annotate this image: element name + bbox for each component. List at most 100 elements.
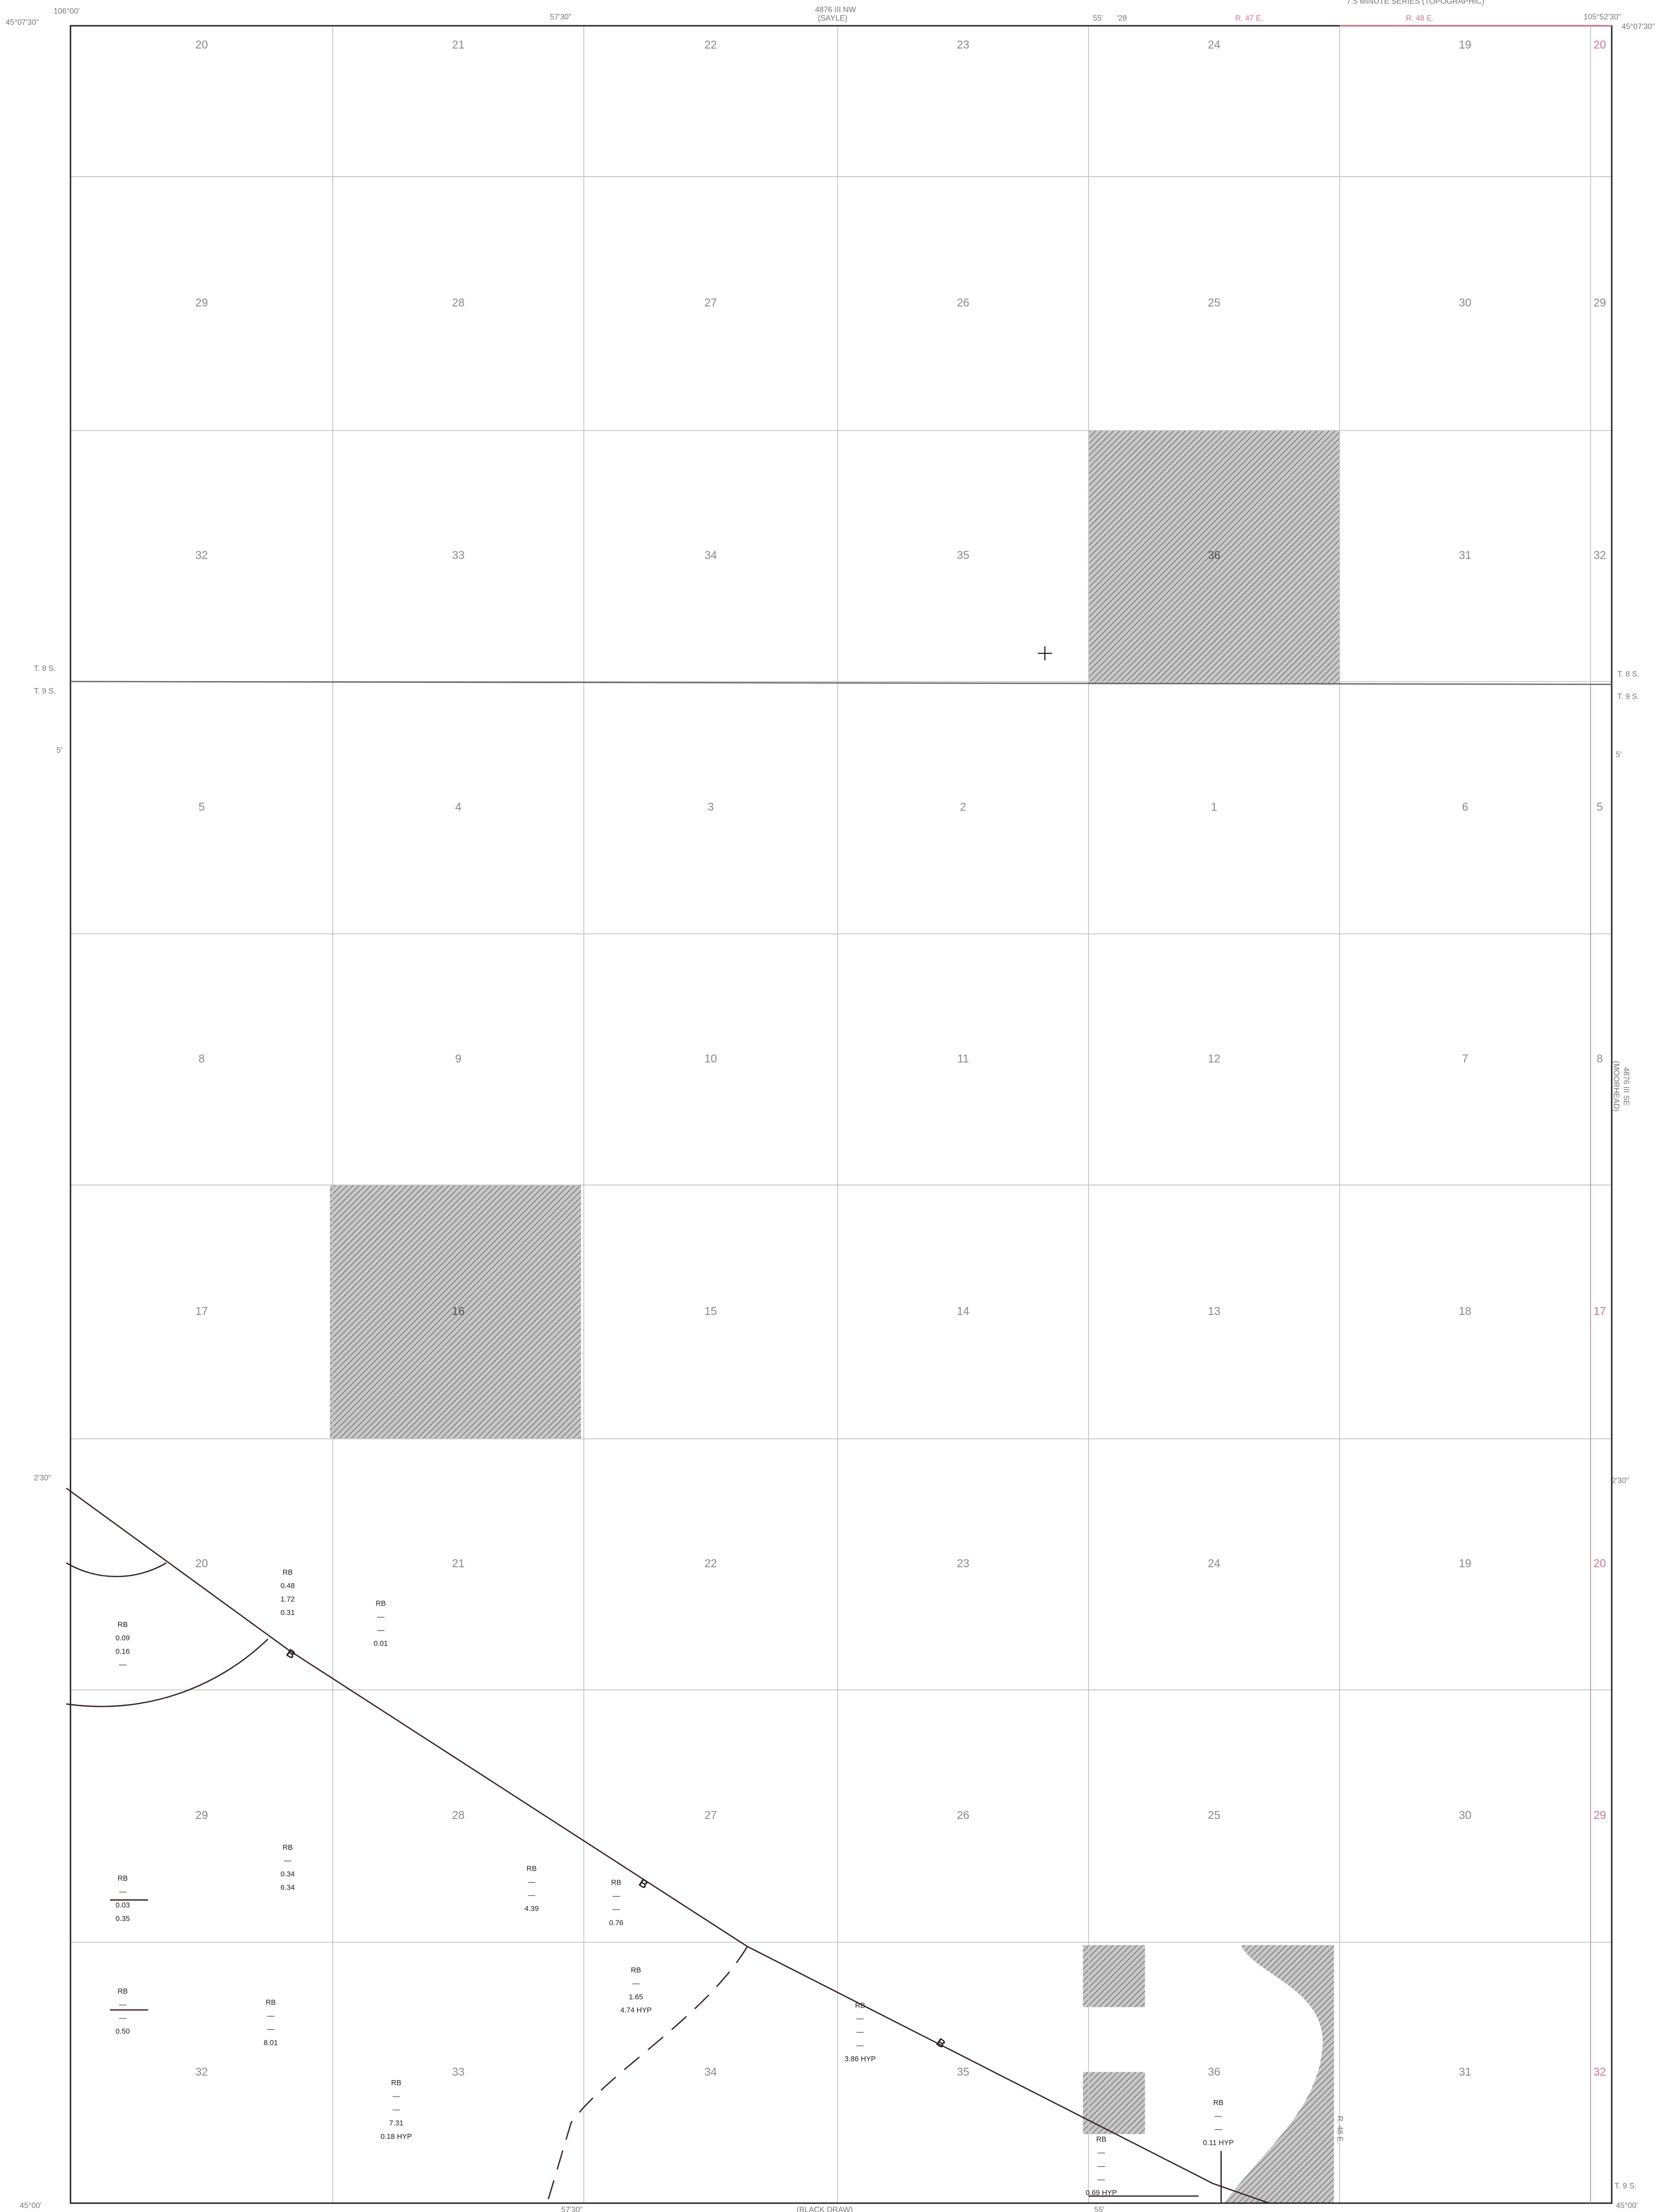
section-number: 22 xyxy=(704,1557,717,1570)
hatched-section xyxy=(330,1185,581,1439)
annotation-line: 0.18 HYP xyxy=(381,2133,412,2141)
annotation-line: RB xyxy=(117,1621,128,1629)
margin-label: R. 48 E. xyxy=(1406,14,1434,23)
annotation-line: 0.31 xyxy=(281,1609,295,1617)
annotation-line: — xyxy=(119,1661,126,1669)
arc-boundary xyxy=(66,1638,269,1708)
section-number: 32 xyxy=(1593,549,1606,562)
section-number: 31 xyxy=(1459,549,1471,562)
section-number: 31 xyxy=(1459,2065,1471,2078)
annotation-line: — xyxy=(528,1878,535,1886)
section-number: 23 xyxy=(957,1557,969,1570)
branch-boundary xyxy=(546,1946,748,2204)
annotation-line: — xyxy=(1215,2112,1222,2120)
margin-label: 45°00' xyxy=(1616,2202,1638,2210)
annotation-line: 1.65 xyxy=(629,1993,643,2001)
section-number: 17 xyxy=(1593,1305,1606,1317)
section-number: 25 xyxy=(1208,1809,1220,1821)
annotation: RB — — 7.31 0.18 HYP xyxy=(381,2079,412,2141)
annotation: RB — 0.34 6.34 xyxy=(281,1844,295,1892)
section-number: 29 xyxy=(1593,1809,1606,1821)
annotation-line: RB xyxy=(283,1569,293,1577)
annotation: RB 0.09 0.16 — xyxy=(115,1621,130,1669)
section-number: 24 xyxy=(1208,38,1220,51)
section-number: 8 xyxy=(1596,1052,1603,1065)
section-number: 20 xyxy=(196,38,208,51)
annotation-line: 0.35 xyxy=(115,1915,130,1923)
annotation-line: — xyxy=(612,1906,620,1914)
section-number: 30 xyxy=(1459,296,1471,309)
margin-label: 5' xyxy=(56,746,62,755)
margin-label: (BLACK DRAW) xyxy=(796,2206,853,2212)
margin-label: 4876 III NW xyxy=(815,6,856,14)
annotation: RB — — 0.76 xyxy=(609,1879,623,1927)
annotation-line: 0.03 xyxy=(115,1902,130,1910)
section-number: 15 xyxy=(704,1305,717,1317)
section-number: 35 xyxy=(957,549,969,562)
annotation-line: RB xyxy=(117,1988,128,1996)
annotation-line: 3.86 HYP xyxy=(845,2055,876,2063)
section-number: 35 xyxy=(957,2065,969,2078)
section-number: 9 xyxy=(455,1052,462,1065)
annotation-line: — xyxy=(377,1613,385,1621)
township-line xyxy=(70,681,1612,685)
annotation-line: — xyxy=(1097,2162,1105,2170)
annotation-line: — xyxy=(393,2093,400,2101)
margin-label: 57'30" xyxy=(550,13,571,21)
annotation-line: RB xyxy=(1213,2099,1224,2107)
section-number: 10 xyxy=(704,1052,717,1065)
annotation: RB — — 0.11 HYP xyxy=(1203,2099,1234,2147)
annotation-line: — xyxy=(119,1888,126,1896)
annotation-line: — xyxy=(612,1893,620,1901)
annotation-line: — xyxy=(267,2012,275,2020)
annotation-line: — xyxy=(1097,2176,1105,2184)
margin-label: 2'30" xyxy=(1612,1477,1629,1485)
margin-label: 55' xyxy=(1093,14,1103,23)
hatched-area xyxy=(1083,2072,1145,2134)
margin-label: T. 8 S. xyxy=(34,664,56,673)
annotation-line: — xyxy=(284,1857,292,1865)
hatched-areas xyxy=(330,430,1340,2204)
margin-label: 55' xyxy=(1094,2206,1104,2212)
annotation-line: — xyxy=(119,2014,126,2022)
section-number: 23 xyxy=(957,38,969,51)
section-number: 32 xyxy=(196,2065,208,2078)
section-number: 33 xyxy=(452,2065,465,2078)
annotation-line: 0.01 xyxy=(374,1640,388,1648)
section-number: 27 xyxy=(704,296,717,309)
annotation: RB 0.48 1.72 0.31 xyxy=(281,1569,295,1617)
section-number: 8 xyxy=(198,1052,205,1065)
section-number: 7 xyxy=(1462,1052,1469,1065)
annotation-line: RB xyxy=(376,1600,386,1608)
annotation-line: — xyxy=(857,2028,864,2036)
section-number: 19 xyxy=(1459,1557,1471,1570)
section-number: 1 xyxy=(1211,800,1217,813)
section-number: 29 xyxy=(196,296,208,309)
margin-label: T. 9 S. xyxy=(1617,693,1639,701)
section-number: 22 xyxy=(704,38,717,51)
section-number: 21 xyxy=(452,1557,465,1570)
margin-label: 7.5 MINUTE SERIES (TOPOGRAPHIC) xyxy=(1347,0,1484,6)
annotation-line: 4.74 HYP xyxy=(620,2007,652,2014)
margin-label: T. 8 S. xyxy=(1617,670,1639,679)
section-number: 26 xyxy=(957,296,969,309)
annotation-line: 0.69 HYP xyxy=(1086,2189,1117,2197)
margin-label: 2'30" xyxy=(34,1474,51,1482)
section-number: 5 xyxy=(1596,800,1603,813)
annotation-line: 0.16 xyxy=(115,1648,130,1656)
section-number: 5 xyxy=(198,800,205,813)
annotation-line: 4.39 xyxy=(524,1905,539,1913)
annotation-line: — xyxy=(393,2106,400,2114)
annotation-line: RB xyxy=(1096,2136,1106,2144)
section-number: 14 xyxy=(957,1305,969,1317)
section-grid xyxy=(70,25,1612,2204)
margin-label: 5' xyxy=(1616,750,1622,759)
margin-label: 45°07'30" xyxy=(5,18,39,27)
margin-label: '28 xyxy=(1117,14,1127,23)
section-number: 28 xyxy=(452,296,465,309)
margin-label: R. 48 E. xyxy=(1336,2116,1344,2144)
annotation-line: RB xyxy=(855,2002,866,2010)
